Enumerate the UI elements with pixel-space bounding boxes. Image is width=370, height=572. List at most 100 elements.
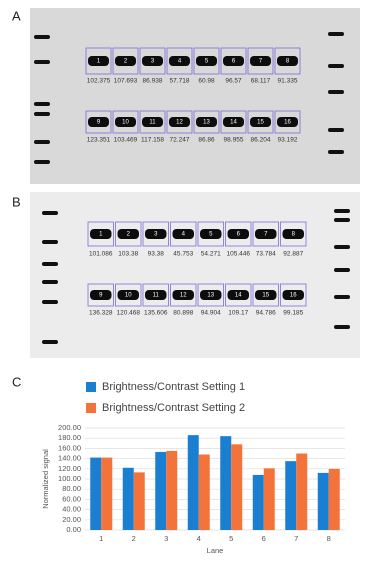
- band-value: 57.718: [170, 78, 190, 85]
- bar: [252, 474, 264, 530]
- band: [250, 56, 271, 66]
- bar: [90, 457, 102, 530]
- band-number: 5: [205, 59, 209, 65]
- band-value: 54.271: [201, 251, 221, 258]
- band: [255, 290, 277, 300]
- band-number: 16: [290, 293, 297, 299]
- band: [172, 229, 194, 239]
- band-box: [170, 283, 197, 307]
- band-number: 11: [149, 120, 156, 126]
- ladder-band: [42, 340, 58, 344]
- band-number: 9: [99, 293, 103, 299]
- band-number: 15: [262, 293, 269, 299]
- legend-label: Brightness/Contrast Setting 1: [102, 381, 245, 393]
- band: [117, 229, 139, 239]
- band-number: 7: [259, 59, 263, 65]
- band: [282, 290, 304, 300]
- x-tick-label: 8: [327, 534, 331, 543]
- panel-label: A: [12, 8, 21, 23]
- band-value: 96.57: [225, 78, 242, 85]
- band-number: 3: [154, 232, 158, 238]
- band-number: 14: [230, 120, 237, 126]
- band-number: 6: [237, 232, 241, 238]
- band-box: [193, 47, 220, 75]
- legend-label: Brightness/Contrast Setting 2: [102, 402, 245, 414]
- ladder-band: [42, 211, 58, 215]
- band-number: 9: [97, 120, 101, 126]
- y-axis-label: Normalized signal: [41, 449, 50, 509]
- ladder-band: [42, 240, 58, 244]
- band-number: 1: [97, 59, 101, 65]
- bar: [155, 451, 167, 530]
- band-number: 1: [99, 232, 103, 238]
- bar: [166, 450, 178, 530]
- band-box: [170, 221, 197, 247]
- band-value: 102.375: [87, 78, 111, 85]
- band-box: [274, 47, 301, 75]
- y-tick-label: 60.00: [62, 494, 81, 503]
- band-box: [87, 221, 114, 247]
- ladder-band: [42, 262, 58, 266]
- band-box: [87, 283, 114, 307]
- y-tick-label: 80.00: [62, 484, 81, 493]
- band-value: 86.86: [198, 137, 215, 144]
- band-box: [225, 221, 252, 247]
- band-number: 4: [182, 232, 186, 238]
- ladder-band: [34, 102, 50, 106]
- band-value: 86.204: [251, 137, 271, 144]
- band-value: 94.786: [256, 310, 276, 317]
- band-value: 60.98: [198, 78, 215, 85]
- band-value: 101.086: [89, 251, 113, 258]
- band: [169, 56, 190, 66]
- band-box: [252, 283, 279, 307]
- band: [142, 117, 163, 127]
- band: [227, 229, 249, 239]
- ladder-band: [328, 150, 344, 154]
- band: [142, 56, 163, 66]
- bar: [101, 457, 113, 530]
- band-number: 2: [127, 232, 131, 238]
- band-number: 16: [284, 120, 291, 126]
- band-box: [139, 110, 166, 134]
- band: [223, 56, 244, 66]
- bar: [296, 453, 308, 530]
- band: [196, 117, 217, 127]
- band-value: 93.192: [278, 137, 298, 144]
- band-value: 86.938: [143, 78, 163, 85]
- ladder-band: [328, 128, 344, 132]
- band-value: 105.446: [227, 251, 251, 258]
- x-axis-label: Lane: [207, 546, 224, 555]
- band: [169, 117, 190, 127]
- ladder-band: [328, 32, 344, 36]
- band-number: 13: [203, 120, 210, 126]
- band-number: 7: [264, 232, 268, 238]
- bar: [317, 472, 329, 530]
- band-value: 92.887: [283, 251, 303, 258]
- band-value: 99.185: [283, 310, 303, 317]
- bar: [220, 436, 232, 530]
- band-value: 94.904: [201, 310, 221, 317]
- band-box: [220, 47, 247, 75]
- band-number: 15: [257, 120, 264, 126]
- band-box: [247, 47, 274, 75]
- band-value: 98.955: [224, 137, 244, 144]
- band-box: [193, 110, 220, 134]
- ladder-band: [334, 218, 350, 222]
- band-box: [280, 283, 307, 307]
- band: [145, 229, 167, 239]
- band: [282, 229, 304, 239]
- band: [200, 229, 222, 239]
- band-box: [247, 110, 274, 134]
- ladder-band: [334, 268, 350, 272]
- band: [227, 290, 249, 300]
- band-value: 103.469: [114, 137, 138, 144]
- bar: [198, 454, 210, 530]
- band-value: 80.898: [173, 310, 193, 317]
- band-number: 10: [122, 120, 129, 126]
- ladder-band: [34, 112, 50, 116]
- band-box: [274, 110, 301, 134]
- ladder-band: [34, 140, 50, 144]
- band: [145, 290, 167, 300]
- band-value: 107.693: [114, 78, 138, 85]
